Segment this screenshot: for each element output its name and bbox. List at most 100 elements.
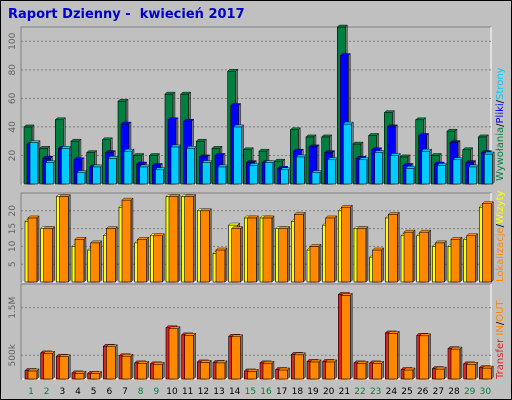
x-label-13: 13 bbox=[213, 387, 224, 397]
legend-panel1-item-5: Strony bbox=[495, 67, 506, 100]
x-label-7: 7 bbox=[122, 387, 128, 397]
bar-sites-26 bbox=[419, 231, 429, 283]
bar-sites-25-side bbox=[412, 229, 416, 283]
y-tick-1-4: 80 bbox=[8, 64, 18, 76]
bar-sites-4-side bbox=[83, 236, 87, 283]
legend-panel1-item-4: / bbox=[495, 99, 506, 103]
bar-pages-9 bbox=[155, 169, 164, 185]
bar-sites-11-side bbox=[193, 194, 196, 283]
bar-inout-17-side bbox=[287, 367, 290, 380]
bar-inout-22-side bbox=[365, 360, 369, 380]
bar-inout-18-side bbox=[303, 352, 306, 380]
bar-sites-23-side bbox=[381, 247, 384, 283]
y-tick-1-3: 60 bbox=[8, 92, 18, 104]
bar-sites-27-side bbox=[444, 240, 447, 283]
bar-inout-29 bbox=[466, 363, 476, 380]
x-label-19: 19 bbox=[307, 387, 319, 397]
bar-sites-21-side bbox=[350, 204, 353, 283]
bar-inout-6 bbox=[106, 346, 116, 380]
bar-pages-3 bbox=[61, 148, 70, 185]
bar-inout-3-side bbox=[68, 354, 71, 380]
bar-sites-17-side bbox=[287, 226, 290, 283]
bar-inout-25 bbox=[403, 369, 414, 380]
bar-inout-29-side bbox=[475, 361, 478, 380]
y-tick-2-2: 10 bbox=[8, 240, 18, 252]
bar-pages-26 bbox=[421, 150, 430, 185]
y-tick-1-5: 100 bbox=[8, 32, 18, 49]
bar-inout-16-side bbox=[271, 360, 275, 380]
bar-inout-28 bbox=[450, 348, 461, 380]
bar-sites-21 bbox=[341, 206, 351, 283]
bar-pages-15 bbox=[249, 165, 258, 185]
x-label-6: 6 bbox=[106, 387, 112, 397]
bar-sites-23 bbox=[372, 249, 382, 283]
bar-inout-20 bbox=[325, 361, 335, 380]
x-label-9: 9 bbox=[153, 387, 159, 397]
bar-sites-14-side bbox=[240, 226, 243, 283]
bar-sites-3 bbox=[59, 196, 69, 283]
bar-pages-25 bbox=[405, 168, 415, 185]
legend-panel1: Wywołania/Pliki/Strony bbox=[495, 67, 506, 181]
x-label-23: 23 bbox=[370, 387, 381, 397]
bar-sites-2-side bbox=[52, 226, 55, 283]
bar-sites-28 bbox=[450, 238, 461, 283]
x-label-10: 10 bbox=[166, 387, 178, 397]
legend-panel3-item-5: OUT bbox=[495, 300, 506, 322]
bar-inout-23 bbox=[372, 363, 382, 380]
x-label-16: 16 bbox=[260, 387, 272, 397]
x-label-26: 26 bbox=[417, 387, 429, 397]
bar-sites-12-side bbox=[209, 208, 212, 283]
bar-pages-16 bbox=[264, 162, 274, 185]
bar-sites-10-side bbox=[177, 194, 181, 283]
bar-pages-11 bbox=[186, 148, 195, 185]
bar-pages-27 bbox=[437, 165, 446, 185]
bar-pages-8 bbox=[139, 166, 148, 185]
x-label-14: 14 bbox=[229, 387, 241, 397]
bar-sites-13-side bbox=[224, 247, 228, 283]
bar-pages-2 bbox=[45, 162, 54, 185]
bar-inout-28-side bbox=[459, 346, 463, 380]
bar-inout-17 bbox=[278, 369, 288, 380]
x-label-22: 22 bbox=[354, 387, 365, 397]
bar-inout-5-side bbox=[99, 371, 102, 380]
bar-sites-13 bbox=[215, 249, 226, 283]
bar-inout-4 bbox=[74, 372, 85, 380]
bar-pages-24 bbox=[390, 155, 399, 185]
bar-sites-5-side bbox=[99, 240, 102, 283]
bar-inout-10-side bbox=[177, 326, 181, 380]
bar-sites-16 bbox=[262, 217, 273, 283]
bar-inout-13 bbox=[215, 362, 226, 380]
bar-pages-14 bbox=[233, 126, 242, 185]
bar-sites-20 bbox=[325, 217, 335, 283]
y-tick-1-2: 40 bbox=[8, 121, 18, 133]
bar-inout-15 bbox=[247, 371, 257, 380]
bar-inout-27-side bbox=[444, 366, 447, 380]
bar-sites-9-side bbox=[162, 233, 165, 283]
bar-inout-24 bbox=[388, 333, 398, 380]
bar-inout-8-side bbox=[146, 360, 149, 380]
legend-panel2-item-2: / bbox=[495, 223, 506, 227]
bar-inout-9-side bbox=[162, 361, 165, 380]
bar-pages-5 bbox=[92, 166, 101, 185]
bar-sites-28-side bbox=[459, 236, 463, 283]
bar-sites-7-side bbox=[130, 197, 134, 283]
bar-inout-26 bbox=[419, 335, 429, 380]
bar-sites-25 bbox=[403, 231, 414, 283]
x-label-12: 12 bbox=[198, 387, 209, 397]
bar-inout-15-side bbox=[256, 368, 259, 380]
bar-inout-12-side bbox=[209, 359, 212, 380]
legend-panel2: Lokalizacje/Wizyty bbox=[495, 190, 506, 282]
bar-inout-26-side bbox=[428, 333, 431, 380]
bar-sites-15 bbox=[247, 217, 257, 283]
bar-sites-1 bbox=[27, 217, 38, 283]
legend-panel1-item-2: / bbox=[495, 123, 506, 127]
bar-inout-12 bbox=[200, 362, 210, 380]
bar-inout-1 bbox=[27, 370, 38, 380]
bar-sites-29-side bbox=[475, 233, 478, 283]
bar-pages-29 bbox=[468, 166, 477, 185]
bar-inout-7-side bbox=[130, 353, 134, 380]
legend-panel2-item-1: Lokalizacje bbox=[495, 227, 506, 282]
legend-panel3-item-4: / bbox=[495, 321, 506, 325]
x-label-4: 4 bbox=[75, 387, 81, 397]
